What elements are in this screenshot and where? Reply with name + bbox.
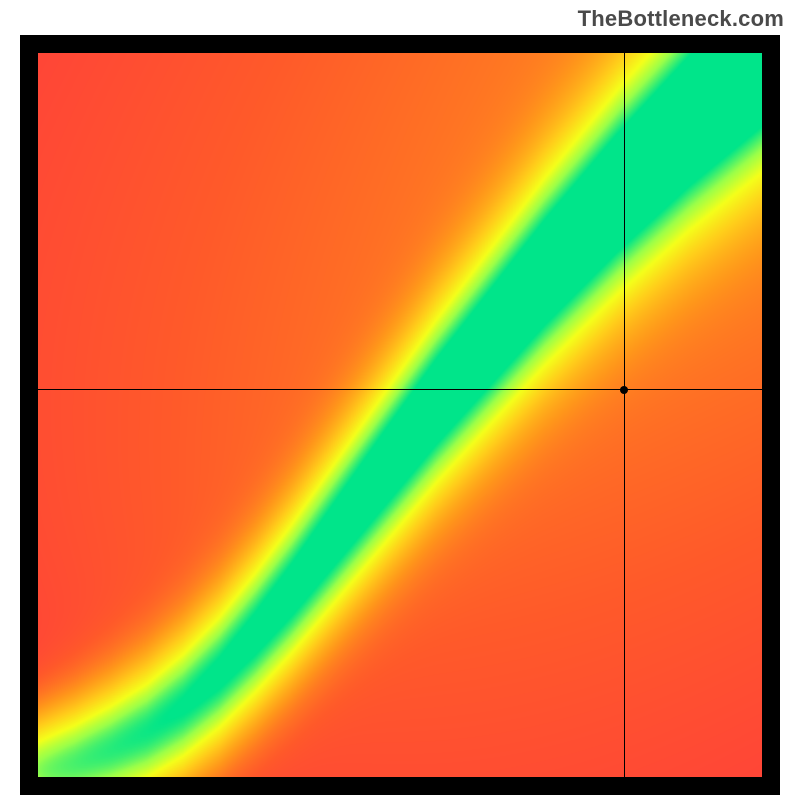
crosshair-horizontal [38, 389, 762, 390]
crosshair-vertical [624, 53, 625, 777]
heatmap-canvas [38, 53, 762, 777]
watermark-text: TheBottleneck.com [578, 6, 784, 32]
chart-container: TheBottleneck.com [0, 0, 800, 800]
